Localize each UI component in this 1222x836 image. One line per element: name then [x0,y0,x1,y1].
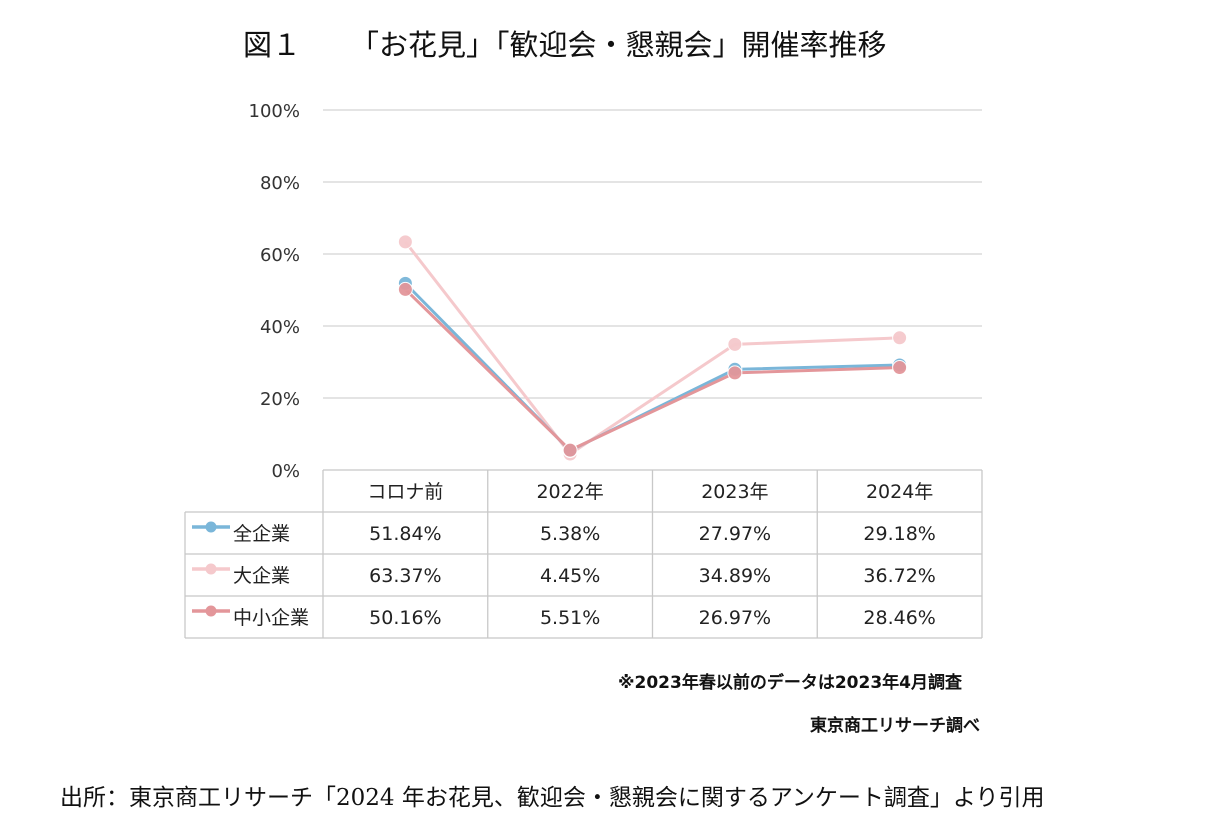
y-tick-label: 80% [260,173,300,194]
figure-label: 図１ [243,28,302,62]
y-tick-label: 0% [271,461,300,482]
data-point [892,360,908,376]
data-label: 34.89% [699,565,771,587]
data-point [397,281,413,297]
y-tick-label: 40% [260,317,300,338]
data-point [727,336,743,352]
data-point [727,365,743,381]
data-point [562,442,578,458]
legend-marker [205,563,217,575]
data-label: 51.84% [369,523,441,545]
data-label: 4.45% [540,565,600,587]
survey-note: ※2023年春以前のデータは2023年4月調査 [618,673,962,693]
series-line [404,240,900,457]
data-label: 5.38% [540,523,600,545]
data-label: 28.46% [863,607,935,629]
data-point [397,234,413,250]
chart-title: 「お花見」「歓迎会・懇親会」開催率推移 [350,28,887,62]
x-category-label: 2024年 [866,481,933,503]
data-point [892,330,908,346]
y-tick-label: 20% [260,389,300,410]
data-label: 26.97% [699,607,771,629]
data-label: 27.97% [699,523,771,545]
data-label: 63.37% [369,565,441,587]
legend-marker [205,521,217,533]
line-chart: 0% 20% 40% 60% 80% 100% コロナ前 2022年 2023年 2024年全企業… [184,101,983,639]
legend-label: 全企業 [233,523,290,545]
source-citation: 出所：東京商工リサーチ「2024 年お花見、歓迎会・懇親会に関するアンケート調査… [60,785,1045,811]
series-line [404,282,900,453]
x-category-label: 2023年 [701,481,768,503]
x-category-label: コロナ前 [367,481,443,503]
series-line [404,288,900,452]
data-label: 50.16% [369,607,441,629]
data-label: 29.18% [863,523,935,545]
y-tick-label: 100% [249,101,300,122]
legend-label: 中小企業 [233,607,309,629]
data-label: 5.51% [540,607,600,629]
data-label: 36.72% [863,565,935,587]
legend-label: 大企業 [233,565,290,587]
credit-note: 東京商工リサーチ調べ [810,716,980,736]
x-category-label: 2022年 [536,481,603,503]
y-tick-label: 60% [260,245,300,266]
legend-marker [205,605,217,617]
